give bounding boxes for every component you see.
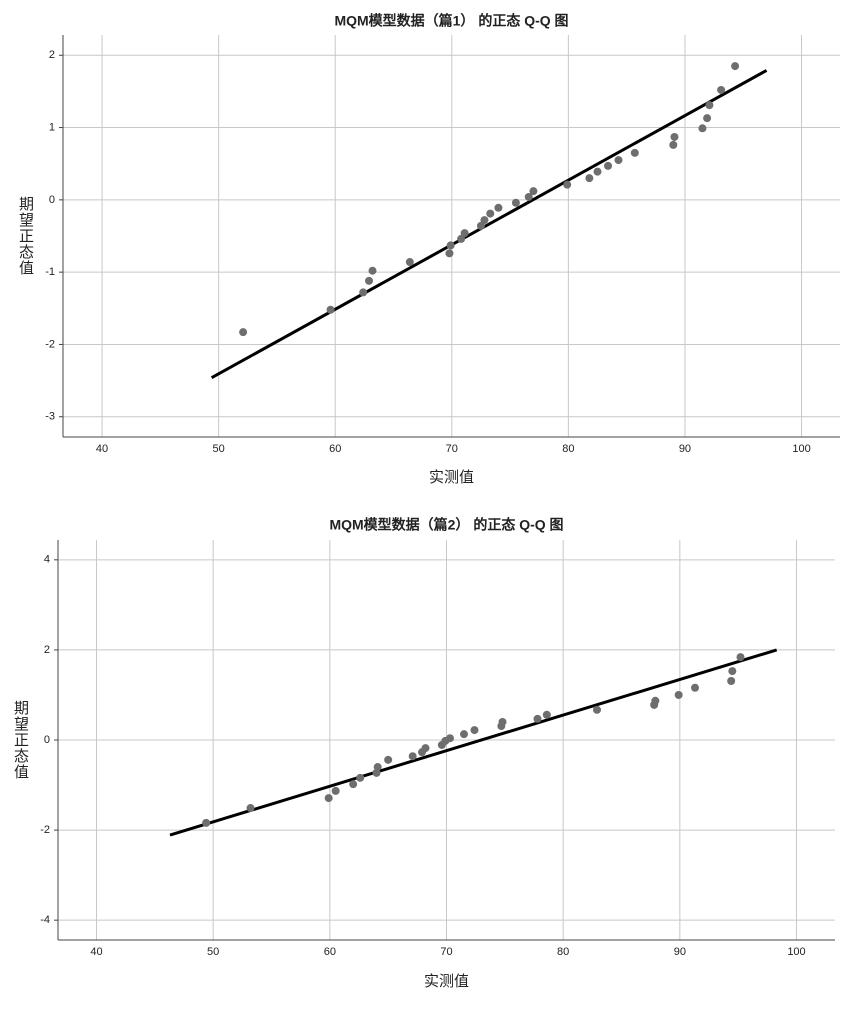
- point: [614, 156, 623, 165]
- point: [405, 258, 414, 267]
- y-tick-label: 2: [49, 49, 55, 61]
- point: [604, 161, 613, 170]
- y-tick-label: -1: [45, 266, 55, 278]
- point: [470, 726, 479, 735]
- chart-title: MQM模型数据（篇1） 的正态 Q-Q 图: [334, 13, 568, 29]
- point: [446, 734, 454, 743]
- y-tick-label: -2: [45, 338, 55, 350]
- point: [476, 221, 485, 230]
- x-tick-label: 80: [557, 946, 569, 958]
- point: [365, 276, 374, 285]
- x-tick-label: 50: [213, 443, 225, 455]
- point: [727, 676, 736, 685]
- point: [356, 773, 365, 782]
- x-tick-label: 70: [446, 443, 458, 455]
- point: [585, 174, 594, 183]
- point: [698, 124, 707, 133]
- point: [349, 780, 358, 789]
- reference-line: [210, 69, 768, 380]
- point: [384, 755, 393, 764]
- point: [408, 752, 417, 761]
- point: [446, 241, 455, 250]
- point: [529, 187, 538, 196]
- point: [524, 192, 533, 201]
- x-tick-label: 50: [207, 946, 219, 958]
- y-axis-label: 期望正态值: [12, 700, 29, 780]
- point: [691, 683, 699, 692]
- y-tick-label: 4: [44, 554, 50, 566]
- point: [651, 696, 660, 705]
- point: [326, 305, 335, 314]
- point: [373, 763, 382, 772]
- point: [563, 180, 572, 189]
- point: [736, 653, 745, 662]
- point: [705, 101, 714, 110]
- point: [511, 198, 520, 207]
- point: [533, 714, 542, 723]
- point: [486, 209, 495, 218]
- point: [703, 114, 712, 123]
- x-tick-label: 70: [440, 946, 452, 958]
- point: [457, 234, 466, 243]
- point: [445, 249, 454, 258]
- point: [674, 690, 683, 699]
- x-tick-label: 100: [787, 946, 805, 958]
- point: [421, 744, 430, 753]
- point: [460, 229, 469, 238]
- point: [731, 62, 740, 71]
- x-tick-label: 60: [324, 946, 336, 958]
- y-tick-label: -2: [40, 824, 50, 836]
- point: [460, 730, 468, 739]
- y-axis-label: 期望正态值: [17, 196, 34, 276]
- point: [593, 167, 602, 176]
- y-tick-label: 0: [49, 194, 55, 206]
- point: [331, 786, 340, 795]
- y-tick-label: -3: [45, 411, 55, 423]
- y-tick-label: 2: [44, 644, 50, 656]
- point: [542, 710, 551, 719]
- point: [728, 667, 737, 676]
- x-axis-label: 实测值: [429, 469, 474, 486]
- point: [324, 794, 333, 803]
- y-tick-label: 1: [49, 121, 55, 133]
- reference-line: [169, 648, 778, 837]
- x-axis-label: 实测值: [424, 973, 469, 990]
- point: [480, 216, 489, 225]
- point: [669, 140, 678, 149]
- x-tick-label: 40: [90, 946, 102, 958]
- x-tick-label: 100: [792, 443, 810, 455]
- chart-title: MQM模型数据（篇2） 的正态 Q-Q 图: [329, 517, 563, 533]
- x-tick-label: 40: [96, 443, 108, 455]
- point: [239, 328, 248, 337]
- point: [202, 818, 211, 827]
- point: [670, 132, 679, 141]
- point: [593, 705, 601, 714]
- y-tick-label: 0: [44, 734, 50, 746]
- point: [494, 203, 503, 212]
- point: [498, 717, 507, 726]
- x-tick-label: 90: [679, 443, 691, 455]
- x-tick-label: 80: [562, 443, 574, 455]
- point: [717, 85, 726, 94]
- x-tick-label: 90: [674, 946, 686, 958]
- point: [246, 804, 255, 813]
- point: [359, 288, 368, 297]
- point: [368, 266, 377, 275]
- point: [630, 148, 639, 157]
- y-tick-label: -4: [40, 914, 50, 926]
- x-tick-label: 60: [329, 443, 341, 455]
